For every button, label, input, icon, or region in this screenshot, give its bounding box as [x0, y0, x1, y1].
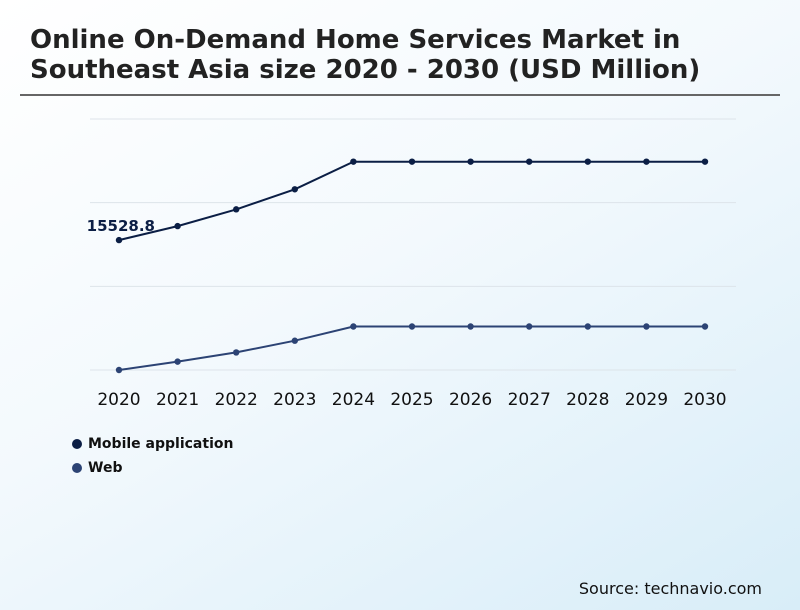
data-point — [643, 158, 650, 165]
legend-label-web: Web — [88, 460, 123, 476]
series-line — [118, 160, 705, 242]
legend-label-mobile-application: Mobile application — [88, 436, 234, 452]
legend-marker-web — [72, 463, 82, 473]
data-point — [350, 158, 357, 165]
data-point — [233, 349, 240, 356]
x-tick-label: 2027 — [508, 390, 551, 410]
data-point — [701, 158, 709, 165]
data-point — [115, 236, 123, 244]
data-point — [115, 366, 123, 374]
x-tick-label: 2030 — [683, 390, 726, 410]
title-divider — [20, 94, 780, 96]
data-point — [291, 186, 298, 193]
x-tick-label: 2020 — [97, 390, 140, 410]
data-point — [467, 323, 474, 330]
data-point — [584, 158, 591, 165]
data-point — [174, 358, 181, 365]
x-tick-label: 2023 — [273, 390, 316, 410]
series-line — [118, 325, 705, 371]
data-point — [701, 323, 709, 330]
data-point — [467, 158, 474, 165]
data-point — [291, 337, 298, 344]
x-tick-label: 2024 — [332, 390, 375, 410]
data-point — [233, 206, 240, 213]
legend-item-mobile-application: Mobile application — [72, 436, 233, 452]
x-tick-label: 2025 — [390, 390, 433, 410]
data-point — [584, 323, 591, 330]
x-tick-label: 2022 — [215, 390, 258, 410]
data-point — [408, 158, 416, 165]
x-tick-label: 2026 — [449, 390, 492, 410]
data-point — [526, 158, 533, 165]
data-point — [643, 323, 650, 330]
data-point — [350, 323, 357, 330]
legend: Mobile application Web — [72, 436, 233, 484]
x-tick-label: 2028 — [566, 390, 609, 410]
data-point — [526, 323, 533, 330]
data-label: 15528.8 — [87, 217, 155, 235]
legend-item-web: Web — [72, 460, 233, 476]
data-point — [408, 323, 416, 330]
chart-title: Online On-Demand Home Services Market in… — [30, 25, 701, 85]
legend-marker-mobile-application — [72, 439, 82, 449]
source-credit: Source: technavio.com — [578, 579, 762, 598]
x-tick-label: 2029 — [625, 390, 668, 410]
data-point — [174, 222, 181, 230]
x-tick-label: 2021 — [156, 390, 199, 410]
